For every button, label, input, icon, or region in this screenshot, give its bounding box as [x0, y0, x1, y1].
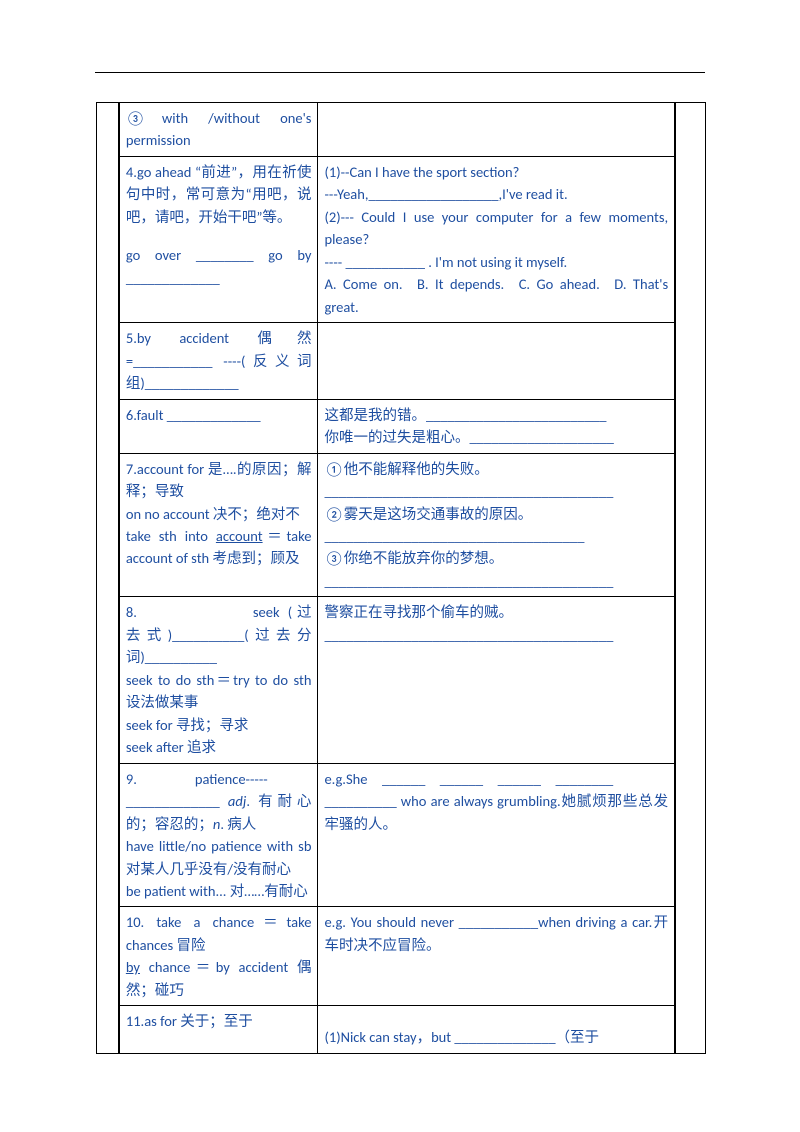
cell-left: 8. seek (过去式)__________(过去分词)__________ … — [119, 597, 318, 763]
text: 8. seek (过去式)__________(过去分词)__________ — [126, 601, 312, 668]
spacer — [126, 228, 312, 244]
text: adj — [228, 792, 246, 810]
cell-right: (1)--Can I have the sport section? ---Ye… — [318, 156, 675, 322]
text: ---Yeah,__________________,I've read it. — [324, 183, 668, 205]
text: 11.as for 关于；至于 — [126, 1012, 253, 1030]
text-line: by chance＝by accident 偶然；碰巧 — [126, 956, 312, 1001]
text: on no account 决不；绝对不 — [126, 503, 312, 525]
left-margin-cell — [97, 103, 119, 1054]
cell-right — [318, 323, 675, 399]
text: by — [126, 958, 140, 976]
text: 你唯一的过失是粗心。____________________ — [324, 426, 668, 448]
text: 6.fault _____________ — [126, 406, 261, 424]
text: ③with /without one's permission — [126, 109, 312, 149]
text: 10. take a chance＝take chances 冒险 — [126, 911, 312, 956]
table-row: 8. seek (过去式)__________(过去分词)__________ … — [119, 597, 674, 763]
text: seek to do sth＝try to do sth 设法做某事 — [126, 669, 312, 714]
blank-line: ____________________________________ — [324, 525, 668, 547]
text-line: 9. patience----- — [126, 768, 312, 790]
text: seek after 追求 — [126, 736, 312, 758]
table-row: 10. take a chance＝take chances 冒险 by cha… — [119, 907, 674, 1006]
cell-left: 4.go ahead “前进”，用在祈使句中时，常可意为“用吧，说吧，请吧，开始… — [119, 156, 318, 322]
text: 5.by accident 偶然=___________ ----(反义词组)_… — [126, 329, 312, 392]
right-margin-cell — [676, 103, 706, 1054]
text: ①他不能解释他的失败。 — [324, 458, 668, 480]
text: ②雾天是这场交通事故的原因。 — [324, 503, 668, 525]
text: seek for 寻找；寻求 — [126, 714, 312, 736]
cell-left: 7.account for 是….的原因；解释；导致 on no account… — [119, 453, 318, 597]
text: (1)Nick can stay，but ______________（至于 — [324, 1026, 668, 1048]
cell-left: 5.by accident 偶然=___________ ----(反义词组)_… — [119, 323, 318, 399]
blank-line: ________________________________________ — [324, 570, 668, 592]
text: ---- ___________ . I'm not using it myse… — [324, 251, 668, 273]
text: have little/no patience with sb 对某人几乎没有/… — [126, 835, 312, 880]
cell-right: e.g. You should never ___________when dr… — [318, 907, 675, 1006]
text: account — [216, 527, 263, 545]
text: go over ________ go by _____________ — [126, 244, 312, 289]
text: 警察正在寻找那个偷车的贼。 — [324, 601, 668, 623]
cell-right: ①他不能解释他的失败。 ____________________________… — [318, 453, 675, 597]
table-row: 9. patience----- _____________ adj. 有耐心的… — [119, 763, 674, 907]
text: 7.account for 是….的原因；解释；导致 — [126, 458, 312, 503]
cell-left: 10. take a chance＝take chances 冒险 by cha… — [119, 907, 318, 1006]
text: . 病人 — [220, 815, 256, 833]
cell-left: 11.as for 关于；至于 — [119, 1006, 318, 1053]
text: e.g.She ______ ______ ______ ________ __… — [324, 768, 668, 835]
text: _____________ — [126, 792, 228, 810]
table-row: 4.go ahead “前进”，用在祈使句中时，常可意为“用吧，说吧，请吧，开始… — [119, 156, 674, 322]
table-row: 5.by accident 偶然=___________ ----(反义词组)_… — [119, 323, 674, 399]
text: ③你绝不能放弃你的梦想。 — [324, 547, 668, 569]
cell-left: ③with /without one's permission — [119, 103, 318, 156]
header-rule — [95, 72, 705, 73]
text: chance＝by accident 偶然；碰巧 — [126, 958, 312, 998]
text: (1)--Can I have the sport section? — [324, 161, 668, 183]
cell-right: 这都是我的错。_________________________ 你唯一的过失是… — [318, 399, 675, 453]
inner-table: ③with /without one's permission 4.go ahe… — [119, 103, 675, 1053]
text: A. Come on. B. It depends. C. Go ahead. … — [324, 273, 668, 318]
cell-right: (1)Nick can stay，but ______________（至于 — [318, 1006, 675, 1053]
cell-right: e.g.She ______ ______ ______ ________ __… — [318, 763, 675, 907]
cell-right — [318, 103, 675, 156]
table-row: 6.fault _____________ 这都是我的错。___________… — [119, 399, 674, 453]
text: 这都是我的错。_________________________ — [324, 404, 668, 426]
text: be patient with... 对……有耐心 — [126, 880, 312, 902]
spacer — [324, 1010, 668, 1026]
cell-left: 6.fault _____________ — [119, 399, 318, 453]
table-row: 11.as for 关于；至于 (1)Nick can stay，but ___… — [119, 1006, 674, 1053]
blank-line: ________________________________________ — [324, 624, 668, 646]
text: 9. patience----- — [126, 770, 268, 788]
content-cell: ③with /without one's permission 4.go ahe… — [118, 103, 675, 1054]
blank-line: ________________________________________ — [324, 480, 668, 502]
text: take sth into — [126, 527, 216, 545]
cell-right: 警察正在寻找那个偷车的贼。 __________________________… — [318, 597, 675, 763]
text: e.g. You should never ___________when dr… — [324, 911, 668, 956]
text: 4.go ahead “前进”，用在祈使句中时，常可意为“用吧，说吧，请吧，开始… — [126, 161, 312, 228]
main-table-container: ③with /without one's permission 4.go ahe… — [96, 102, 706, 1054]
outer-table: ③with /without one's permission 4.go ahe… — [96, 102, 706, 1054]
cell-left: 9. patience----- _____________ adj. 有耐心的… — [119, 763, 318, 907]
text-line: take sth into account＝take account of st… — [126, 525, 312, 570]
text-line: _____________ adj. 有耐心的；容忍的；n. 病人 — [126, 790, 312, 835]
text: (2)--- Could I use your computer for a f… — [324, 206, 668, 251]
table-row: 7.account for 是….的原因；解释；导致 on no account… — [119, 453, 674, 597]
table-row: ③with /without one's permission — [119, 103, 674, 156]
